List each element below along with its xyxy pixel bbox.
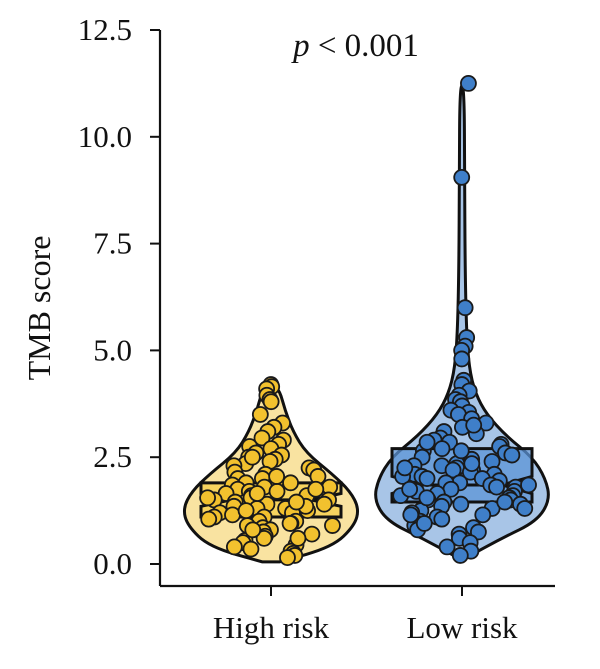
- data-point: [396, 459, 414, 477]
- data-point: [307, 480, 325, 498]
- data-point: [315, 495, 333, 513]
- plot-area: [182, 75, 550, 566]
- y-tick-label: 2.5: [93, 439, 132, 474]
- p-value-text: < 0.001: [310, 28, 419, 64]
- y-tick-label: 10.0: [78, 119, 132, 154]
- data-point: [253, 429, 271, 447]
- data-point: [324, 517, 341, 534]
- data-point: [516, 500, 534, 517]
- x-tick-label: Low risk: [406, 610, 518, 645]
- data-point: [255, 529, 273, 547]
- data-point: [453, 168, 471, 186]
- data-point: [444, 461, 462, 479]
- data-point: [402, 506, 420, 524]
- data-point: [303, 525, 321, 543]
- data-point: [418, 470, 436, 487]
- data-point: [438, 538, 456, 556]
- data-point: [242, 540, 260, 558]
- p-symbol: p: [291, 28, 310, 64]
- y-tick-label: 7.5: [93, 226, 132, 261]
- data-point: [237, 502, 255, 520]
- data-point: [224, 506, 241, 524]
- x-ticks: High risk Low risk: [213, 586, 518, 645]
- data-point: [262, 393, 280, 411]
- data-point: [452, 442, 470, 460]
- data-point: [474, 506, 492, 524]
- data-point: [463, 455, 481, 473]
- p-value-annotation: p < 0.001: [291, 28, 419, 64]
- data-point: [281, 515, 299, 532]
- group-low-risk: [374, 75, 550, 564]
- data-point: [496, 493, 514, 511]
- data-point: [268, 482, 286, 500]
- data-point: [282, 474, 299, 492]
- data-point: [465, 416, 483, 434]
- data-point: [503, 446, 521, 464]
- group-high-risk: [182, 376, 360, 566]
- data-point: [199, 489, 216, 507]
- data-point: [415, 515, 433, 532]
- data-point: [225, 538, 243, 556]
- data-point: [244, 521, 262, 539]
- data-point: [243, 448, 261, 466]
- data-point: [456, 299, 474, 317]
- y-tick-label: 12.5: [78, 12, 132, 47]
- data-point: [401, 480, 419, 498]
- data-point: [488, 478, 505, 496]
- data-point: [451, 547, 469, 564]
- data-point: [452, 495, 470, 513]
- y-tick-label: 0.0: [93, 546, 132, 581]
- data-point: [268, 468, 286, 485]
- data-point: [453, 350, 471, 368]
- data-point: [433, 510, 451, 528]
- data-point: [288, 493, 305, 511]
- x-tick-label: High risk: [213, 610, 330, 645]
- data-point: [520, 476, 537, 494]
- data-point: [251, 406, 269, 423]
- data-point: [460, 75, 477, 92]
- y-tick-label: 5.0: [93, 332, 132, 367]
- y-axis-title: TMB score: [21, 236, 57, 381]
- data-point: [418, 433, 436, 451]
- data-point: [200, 510, 218, 528]
- data-point: [418, 489, 436, 507]
- y-ticks: 0.0 2.5 5.0 7.5 10.0 12.5: [78, 12, 160, 581]
- data-point: [248, 485, 266, 502]
- data-point: [433, 440, 451, 458]
- data-point: [279, 549, 296, 566]
- data-point: [289, 529, 307, 547]
